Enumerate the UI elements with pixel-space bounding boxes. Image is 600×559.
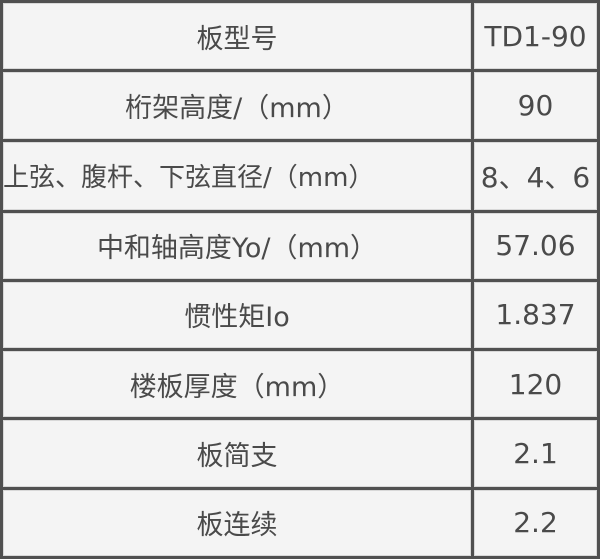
row-label: 惯性矩Io [0,278,474,352]
row-value: 8、4、6 [471,138,600,213]
table-row: 桁架高度/（mm） 90 [0,69,600,142]
row-label: 板型号 [0,0,474,73]
row-label: 楼板厚度（mm） [0,348,474,421]
row-value: 2.2 [471,486,600,559]
table-row: 楼板厚度（mm） 120 [0,348,600,421]
row-label: 板连续 [0,486,474,559]
row-value: 1.837 [471,278,600,352]
table-row: 板连续 2.2 [0,486,600,559]
row-value: 2.1 [471,417,600,490]
table-row: 板简支 2.1 [0,417,600,490]
row-label: 中和轴高度Yo/（mm） [0,209,474,282]
table-row: 板型号 TD1-90 [0,0,600,73]
row-label: 桁架高度/（mm） [0,69,474,142]
table-row: 惯性矩Io 1.837 [0,278,600,352]
row-value: 90 [471,69,600,142]
row-value: TD1-90 [471,0,600,73]
table-row: 上弦、腹杆、下弦直径/（mm） 8、4、6 [0,138,600,213]
row-value: 120 [471,348,600,421]
row-value: 57.06 [471,209,600,282]
row-label: 上弦、腹杆、下弦直径/（mm） [0,138,474,213]
row-label: 板简支 [0,417,474,490]
table-row: 中和轴高度Yo/（mm） 57.06 [0,209,600,282]
